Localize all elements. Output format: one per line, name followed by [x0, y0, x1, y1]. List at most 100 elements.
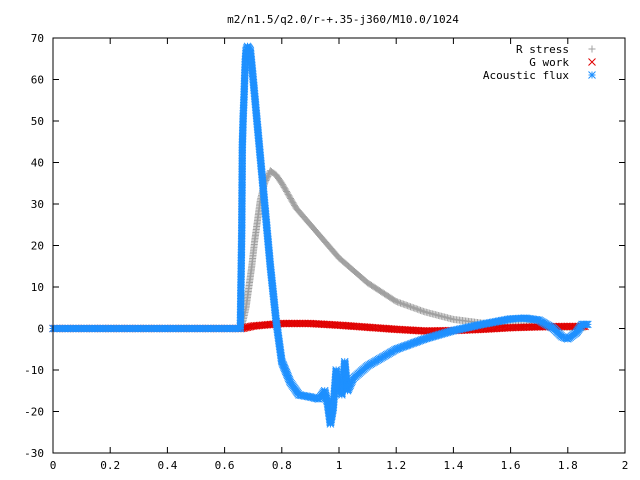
data-point — [418, 336, 426, 344]
data-point — [281, 367, 290, 376]
data-point — [279, 360, 287, 369]
x-tick-label: 0 — [50, 459, 57, 472]
data-point — [284, 373, 292, 381]
y-tick-label: 40 — [31, 157, 44, 170]
y-tick-label: 30 — [31, 198, 44, 211]
data-point — [348, 377, 356, 385]
legend-label-r-stress: R stress — [516, 43, 569, 56]
data-point — [405, 340, 413, 349]
data-point — [344, 385, 353, 394]
data-point — [277, 357, 286, 366]
data-point — [398, 343, 406, 352]
data-point — [583, 320, 592, 329]
data-point — [284, 374, 293, 383]
data-point — [283, 371, 292, 380]
legend-marker-acoustic-flux — [588, 71, 596, 79]
data-point — [419, 307, 427, 315]
data-point — [395, 299, 403, 307]
x-tick-label: 1.6 — [501, 459, 521, 472]
data-point — [281, 366, 290, 374]
x-tick-label: 1.4 — [443, 459, 463, 472]
data-point — [416, 336, 425, 345]
data-point — [394, 298, 402, 306]
data-point — [344, 384, 353, 392]
data-point — [558, 332, 566, 341]
plot-frame — [52, 37, 626, 454]
data-point — [411, 304, 419, 312]
data-point — [405, 302, 413, 310]
y-tick-label: -30 — [24, 447, 44, 460]
data-point — [395, 344, 403, 353]
x-tick-label: 1.2 — [386, 459, 406, 472]
data-point — [412, 305, 420, 313]
y-tick-label: -10 — [24, 364, 44, 377]
data-point — [399, 342, 408, 351]
legend-marker-r-stress — [588, 45, 596, 53]
legend-label-acoustic-flux: Acoustic flux — [483, 69, 569, 82]
data-point — [419, 335, 428, 344]
data-point — [346, 381, 354, 390]
data-point — [280, 364, 289, 373]
series-acoustic-flux — [49, 42, 592, 428]
data-point — [408, 303, 416, 311]
x-tick-label: 0.6 — [215, 459, 235, 472]
x-tick-label: 2 — [622, 459, 629, 472]
data-point — [412, 338, 421, 346]
x-tick-label: 0.4 — [157, 459, 177, 472]
chart-title: m2/n1.5/q2.0/r-+.35-j360/M10.0/1024 — [227, 13, 459, 26]
series-layer — [49, 42, 592, 428]
data-point — [402, 341, 411, 350]
data-point — [400, 342, 409, 350]
data-point — [401, 301, 409, 309]
data-point — [285, 375, 294, 384]
data-point — [396, 343, 405, 352]
data-point — [347, 378, 356, 387]
data-point — [345, 382, 354, 391]
data-point — [403, 341, 412, 349]
data-point — [415, 306, 423, 314]
data-point — [407, 303, 414, 311]
data-point — [346, 379, 355, 388]
legend-marker-g-work — [588, 58, 596, 66]
data-point — [408, 339, 416, 348]
data-point — [406, 340, 415, 348]
y-tick-label: -20 — [24, 406, 44, 419]
data-point — [409, 339, 418, 347]
data-point — [280, 363, 288, 372]
data-point — [413, 337, 422, 346]
series-r-stress — [49, 167, 589, 332]
y-tick-label: 10 — [31, 281, 44, 294]
data-point — [392, 298, 400, 306]
y-tick-label: 50 — [31, 115, 44, 128]
data-point — [278, 359, 287, 367]
data-point — [279, 361, 288, 370]
x-tick-label: 1.8 — [558, 459, 578, 472]
data-point — [398, 300, 406, 308]
data-point — [414, 305, 422, 313]
data-point — [410, 338, 419, 347]
data-point — [285, 377, 294, 385]
data-point — [396, 299, 404, 307]
x-tick-label: 0.2 — [100, 459, 120, 472]
data-point — [418, 307, 426, 315]
y-tick-label: 20 — [31, 240, 44, 253]
axis-ticks: 0 0.2 0.4 0.6 0.8 1 1.2 1.4 1.6 1.8 2 -30 -20 -10 0 10 2… — [24, 32, 628, 472]
legend-label-g-work: G work — [529, 56, 569, 69]
data-point — [417, 306, 425, 314]
y-tick-label: 70 — [31, 32, 44, 45]
x-tick-label: 0.8 — [272, 459, 292, 472]
y-tick-label: 0 — [37, 323, 44, 336]
data-point — [404, 302, 412, 310]
x-tick-label: 1 — [336, 459, 343, 472]
data-point — [393, 344, 402, 353]
data-point — [402, 301, 410, 309]
data-point — [415, 337, 423, 345]
y-tick-label: 60 — [31, 74, 44, 87]
data-point — [282, 368, 291, 377]
data-point — [283, 370, 291, 379]
data-point — [559, 333, 568, 342]
data-point — [343, 386, 352, 395]
data-point — [561, 333, 569, 342]
